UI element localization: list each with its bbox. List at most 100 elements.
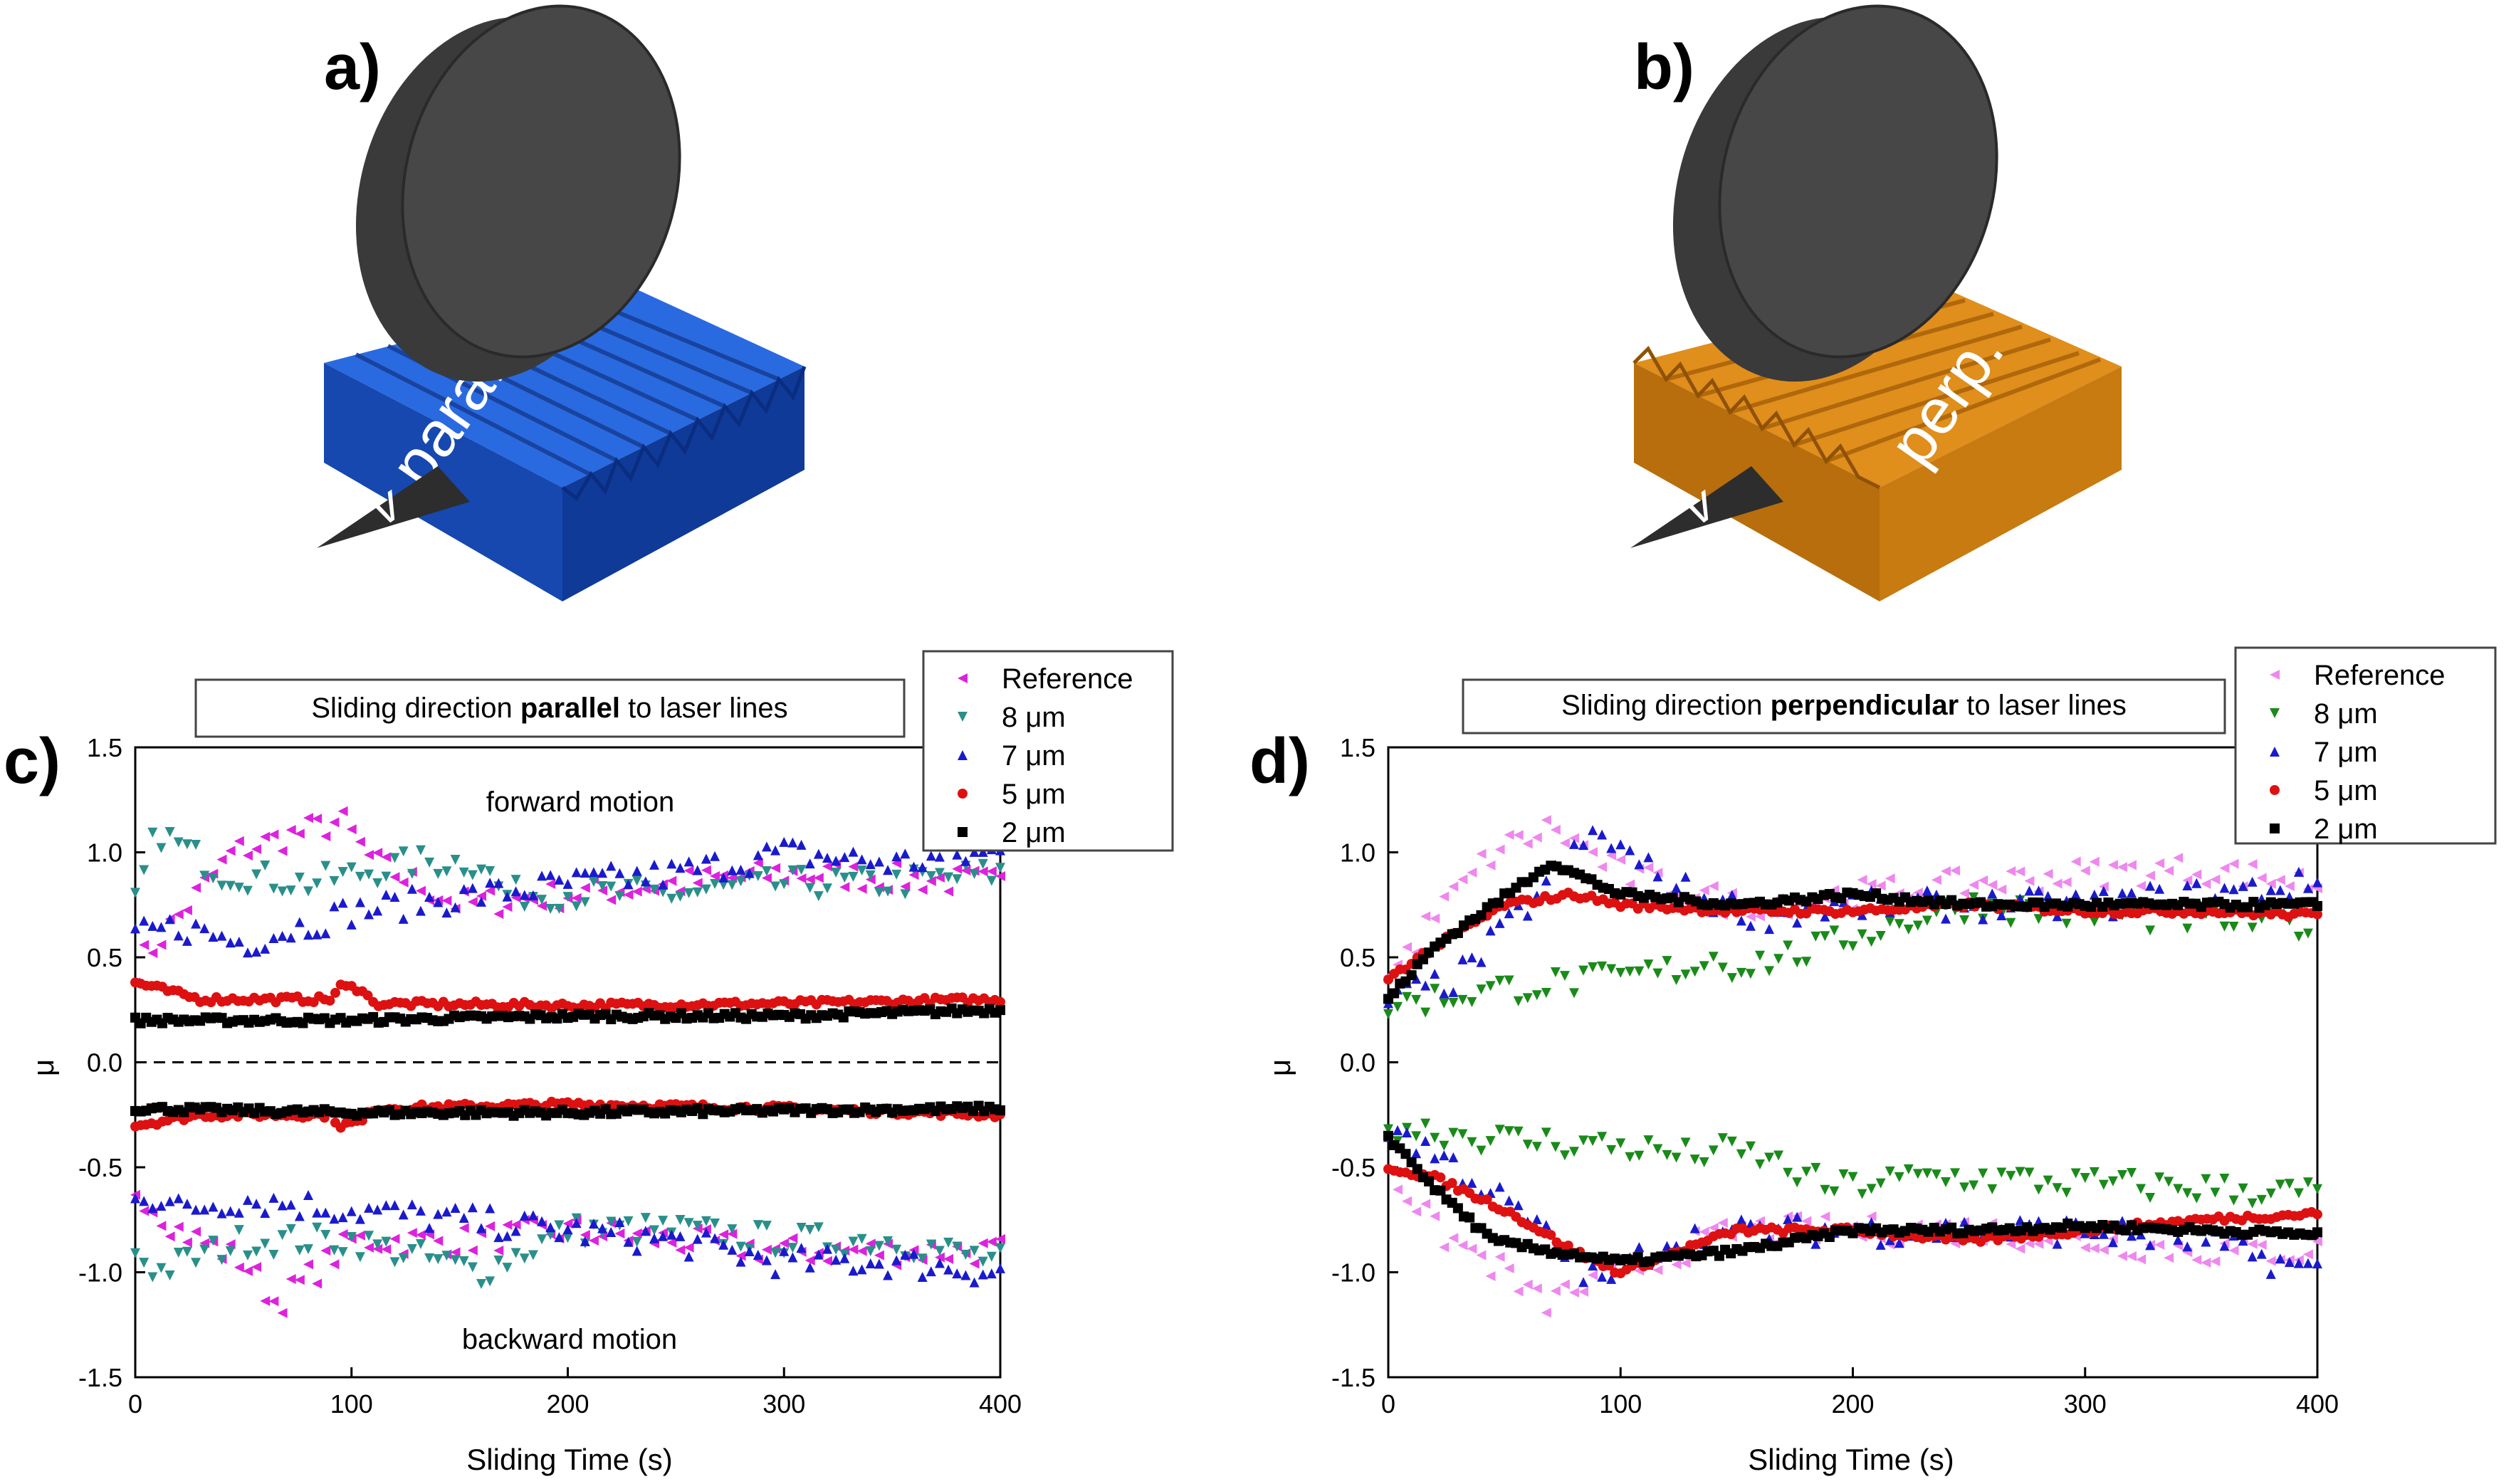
data-point bbox=[277, 930, 288, 941]
data-point bbox=[2070, 889, 2081, 900]
data-point bbox=[2089, 1243, 2100, 1253]
data-point bbox=[537, 895, 547, 905]
data-point bbox=[337, 806, 348, 816]
y-tick-label: -0.5 bbox=[1331, 1153, 1375, 1182]
data-point bbox=[485, 865, 496, 876]
data-point bbox=[649, 859, 659, 870]
data-point bbox=[1606, 964, 1617, 974]
data-point bbox=[285, 932, 296, 943]
data-point bbox=[156, 1221, 167, 1231]
data-point bbox=[761, 1255, 772, 1265]
data-point bbox=[1773, 954, 1784, 964]
data-point bbox=[666, 858, 677, 869]
data-point bbox=[986, 1251, 997, 1262]
data-point bbox=[130, 1248, 140, 1258]
data-point bbox=[1875, 930, 1886, 941]
data-point bbox=[588, 867, 599, 878]
x-tick-label: 300 bbox=[2064, 1389, 2107, 1419]
data-point bbox=[856, 1246, 867, 1256]
data-point bbox=[1522, 993, 1533, 1004]
data-point bbox=[1464, 1212, 1475, 1223]
legend-marker bbox=[958, 712, 968, 722]
data-point bbox=[156, 1201, 167, 1211]
data-point bbox=[364, 1202, 374, 1213]
data-point bbox=[2117, 1251, 2127, 1261]
data-point bbox=[1411, 994, 1422, 1005]
data-point bbox=[234, 937, 244, 947]
data-point bbox=[467, 1245, 478, 1256]
data-point bbox=[139, 1258, 150, 1268]
data-point bbox=[2201, 1236, 2211, 1247]
legend-marker bbox=[958, 673, 968, 683]
data-point bbox=[926, 875, 936, 886]
data-point bbox=[753, 850, 763, 861]
data-point bbox=[1504, 829, 1514, 840]
data-point bbox=[260, 943, 271, 954]
data-point bbox=[329, 1245, 340, 1256]
legend-marker bbox=[958, 789, 968, 799]
data-point bbox=[2219, 863, 2230, 873]
data-point bbox=[1420, 1007, 1431, 1018]
data-point bbox=[191, 1204, 201, 1215]
data-point bbox=[1494, 975, 1505, 986]
data-point bbox=[995, 870, 1005, 881]
data-point bbox=[1513, 996, 1524, 1006]
data-point bbox=[173, 1221, 184, 1232]
data-point bbox=[2201, 878, 2211, 889]
data-point bbox=[294, 828, 305, 839]
data-point bbox=[407, 883, 417, 894]
y-tick-label: 0.0 bbox=[1340, 1048, 1375, 1078]
data-point bbox=[216, 930, 227, 941]
data-point bbox=[1634, 1242, 1645, 1253]
data-point bbox=[476, 864, 486, 875]
data-point bbox=[995, 1243, 1005, 1253]
y-tick-label: -0.5 bbox=[78, 1153, 122, 1182]
data-point bbox=[614, 868, 625, 878]
data-point bbox=[2219, 921, 2230, 932]
data-point bbox=[2098, 1245, 2109, 1256]
data-point bbox=[1448, 986, 1459, 997]
data-point bbox=[753, 871, 763, 882]
chart-c-legend-box bbox=[922, 650, 1174, 852]
data-point bbox=[580, 868, 590, 878]
data-point bbox=[1559, 971, 1570, 982]
data-point bbox=[173, 1247, 184, 1258]
data-point bbox=[2145, 1240, 2156, 1251]
pin-disk bbox=[1672, 4, 1998, 382]
data-point bbox=[1699, 961, 1709, 972]
data-point bbox=[1402, 991, 1412, 1002]
data-point bbox=[2006, 866, 2016, 877]
data-point bbox=[268, 883, 279, 894]
data-point bbox=[848, 1265, 859, 1276]
legend-entry-label: 5 μm bbox=[1002, 779, 1066, 810]
data-point bbox=[355, 1252, 365, 1263]
data-point bbox=[2312, 900, 2322, 911]
data-point bbox=[623, 879, 634, 890]
data-point bbox=[545, 870, 556, 880]
data-point bbox=[285, 825, 296, 836]
data-point bbox=[355, 871, 365, 882]
data-point bbox=[831, 1254, 842, 1265]
data-point bbox=[917, 1253, 928, 1264]
data-point bbox=[208, 1236, 219, 1246]
data-point bbox=[1615, 1138, 1626, 1149]
data-point bbox=[1857, 1189, 1867, 1199]
data-point bbox=[502, 1263, 513, 1273]
data-point bbox=[2210, 1256, 2221, 1267]
data-point bbox=[2164, 865, 2174, 876]
x-tick-label: 400 bbox=[979, 1389, 1022, 1419]
data-point bbox=[1987, 1184, 1998, 1194]
data-point bbox=[2312, 909, 2322, 920]
data-point bbox=[1726, 973, 1737, 984]
data-point bbox=[277, 1307, 288, 1318]
data-point bbox=[502, 1231, 513, 1241]
data-point bbox=[761, 1221, 772, 1231]
y-tick-label: 1.5 bbox=[1340, 733, 1375, 762]
data-point bbox=[2015, 866, 2025, 877]
data-point bbox=[1588, 825, 1598, 836]
data-point bbox=[2191, 869, 2202, 880]
data-point bbox=[1978, 914, 1988, 925]
data-point bbox=[2302, 1249, 2313, 1260]
data-point bbox=[1383, 1130, 1393, 1141]
data-point bbox=[1448, 1233, 1459, 1243]
